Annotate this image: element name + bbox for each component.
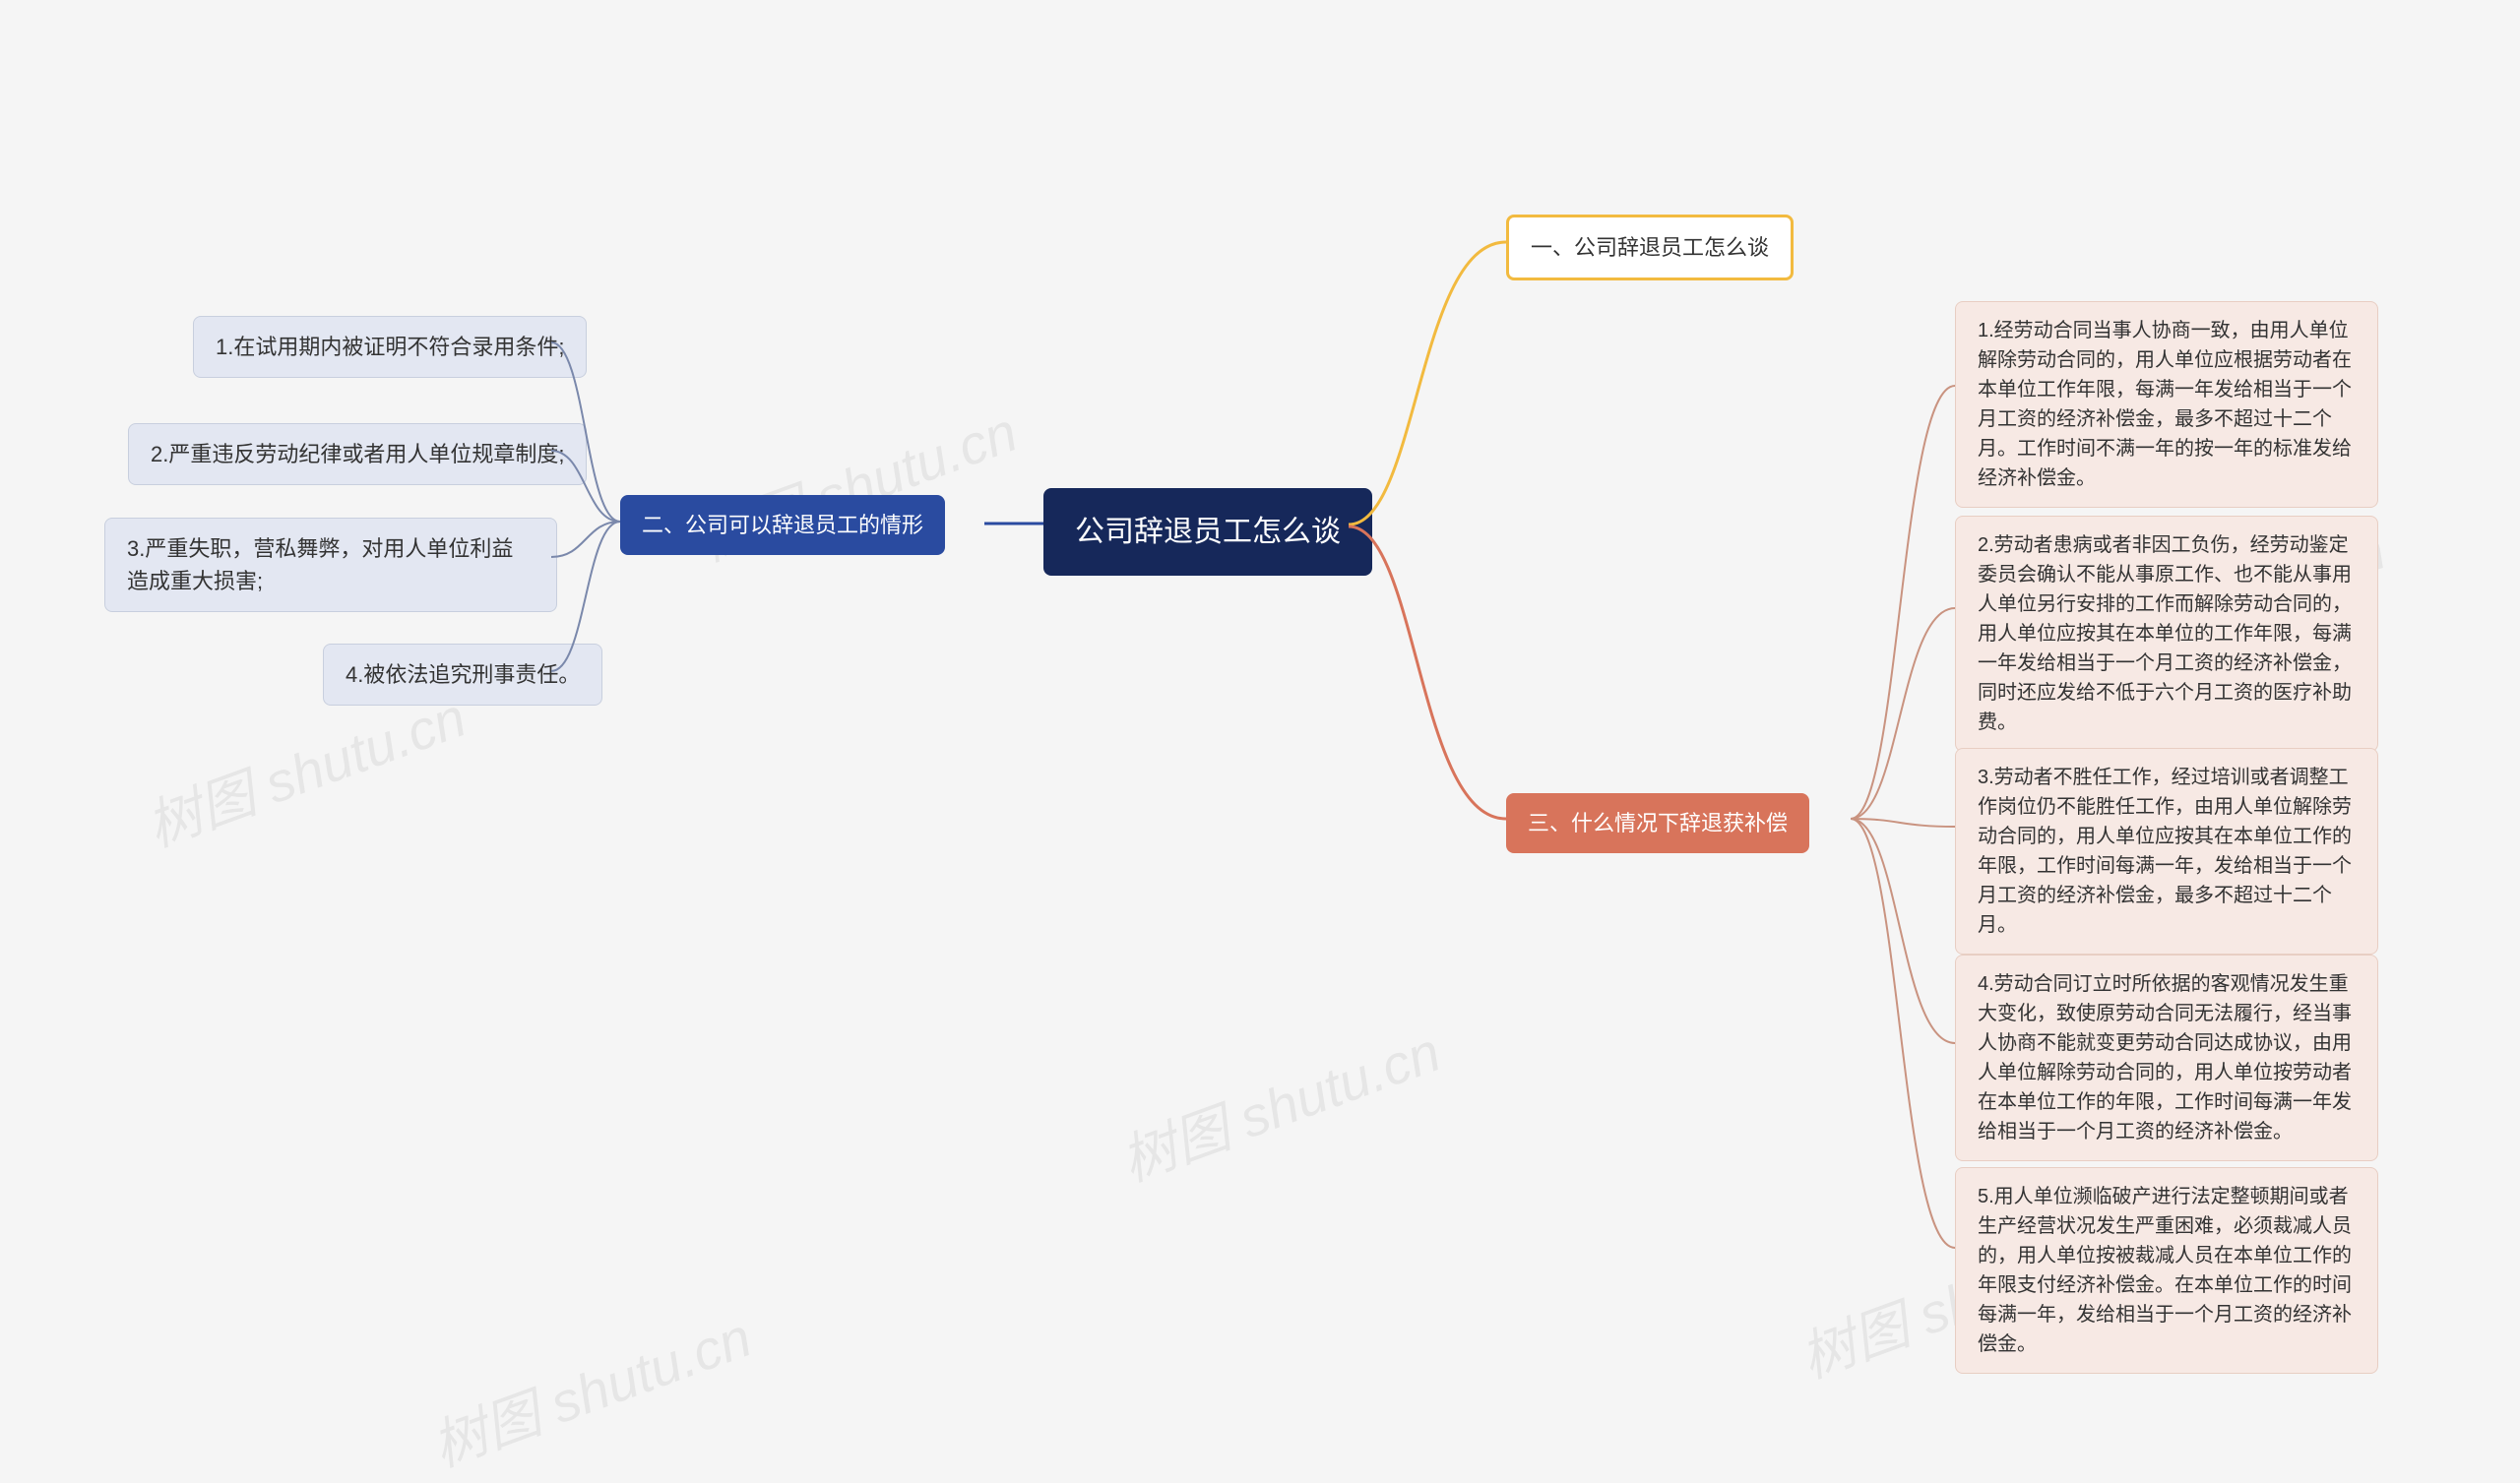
root-node: 公司辞退员工怎么谈 xyxy=(1043,488,1372,576)
branch3-leaf-3: 3.劳动者不胜任工作，经过培训或者调整工作岗位仍不能胜任工作，由用人单位解除劳动… xyxy=(1955,748,2378,955)
branch-1: 一、公司辞退员工怎么谈 xyxy=(1506,215,1794,280)
watermark: 树图 shutu.cn xyxy=(1108,1008,1450,1197)
connector-root-branch1 xyxy=(1349,215,1506,529)
branch3-leaf-4: 4.劳动合同订立时所依据的客观情况发生重大变化，致使原劳动合同无法履行，经当事人… xyxy=(1955,955,2378,1161)
branch2-leaf-2: 2.严重违反劳动纪律或者用人单位规章制度; xyxy=(128,423,587,485)
branch2-leaf-4: 4.被依法追究刑事责任。 xyxy=(323,644,602,706)
watermark: 树图 shutu.cn xyxy=(419,1293,761,1482)
branch-2: 二、公司可以辞退员工的情形 xyxy=(620,495,945,555)
branch3-leaf-1: 1.经劳动合同当事人协商一致，由用人单位解除劳动合同的，用人单位应根据劳动者在本… xyxy=(1955,301,2378,508)
connector-root-branch3 xyxy=(1349,522,1506,827)
branch-3: 三、什么情况下辞退获补偿 xyxy=(1506,793,1809,853)
branch2-leaf-1: 1.在试用期内被证明不符合录用条件; xyxy=(193,316,587,378)
branch3-leaf-2: 2.劳动者患病或者非因工负伤，经劳动鉴定委员会确认不能从事原工作、也不能从事用人… xyxy=(1955,516,2378,752)
connector-root-branch2 xyxy=(984,512,1043,531)
branch3-leaf-5: 5.用人单位濒临破产进行法定整顿期间或者生产经营状况发生严重困难，必须裁减人员的… xyxy=(1955,1167,2378,1374)
connector-branch3-leaves xyxy=(1851,295,1955,1279)
branch2-leaf-3: 3.严重失职，营私舞弊，对用人单位利益造成重大损害; xyxy=(104,518,557,612)
